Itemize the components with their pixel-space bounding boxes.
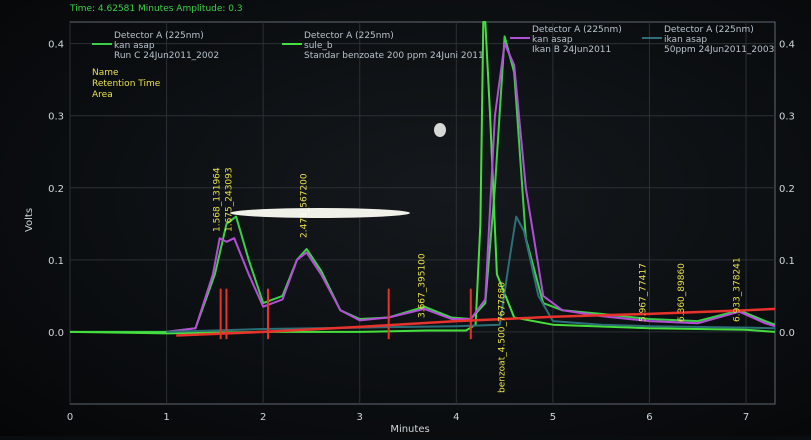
peak-label: 5.967_77417 [639,263,649,322]
info-line: Area [92,90,113,100]
peak-labels: 1.568_131964 1.675_243093 2.479_567200 3.66… [213,167,743,393]
series-line-5 [176,307,776,337]
legend-detector: Detector A (225nm) [664,25,754,35]
peak-label: 6.360_89860 [677,263,687,322]
series-line-4 [166,215,776,333]
grid [69,22,775,404]
y-axis-label: Volts [24,208,35,232]
legend-method: kan asap [532,35,573,45]
x-tick-label: 0 [67,412,73,423]
info-line: Name [92,68,119,78]
legend-file: Run C 24Jun2011_2002 [114,51,219,61]
x-tick-label: 5 [550,412,556,423]
x-tick-label: 4 [453,412,459,423]
legend-file: Ikan B 24Jun2011 [532,45,611,55]
legend-detector: Detector A (225nm) [304,31,394,41]
x-tick-label: 6 [646,412,652,423]
legend-file: 50ppm 24Jun2011_2003 [664,45,774,55]
y-tick-label-left: 0.2 [48,184,64,195]
x-axis-label: Minutes [390,424,429,435]
y-tick-label-left: 0.1 [48,256,64,267]
series-line-2 [69,21,776,335]
y-tick-label-left: 0.4 [48,40,64,51]
status-line: Time: 4.62581 Minutes Amplitude: 0.3 [69,4,243,14]
peak-label: benzoat_4.500_7677680 [498,282,508,393]
peak-label: 6.933_378241 [732,257,742,322]
legend-method: ikan asap [664,35,707,45]
peak-label: 2.479_567200 [300,173,310,238]
legend-method: kan asap [114,41,155,51]
x-tick-label: 2 [260,412,266,423]
y-tick-label-right: 0.0 [779,328,795,339]
y-tick-label-right: 0.3 [779,112,795,123]
x-tick-label: 3 [357,412,363,423]
screen-glare [230,208,410,218]
plot-frame [69,21,776,405]
screen-glare-small [434,123,446,137]
legend-detector: Detector A (225nm) [114,31,204,41]
series-line-1 [70,35,776,333]
peak-label: 1.568_131964 [213,167,223,232]
peak-label: 1.675_243093 [224,167,234,232]
y-tick-label-left: 0.3 [48,112,64,123]
series-group [69,21,776,340]
info-line: Retention Time [92,79,161,89]
y-tick-label-right: 0.1 [779,256,795,267]
legend-file: Standar benzoate 200 ppm 24Juni 2011 [304,51,484,61]
y-tick-label-right: 0.4 [779,40,795,51]
x-tick-label: 7 [743,412,749,423]
peak-label: 3.667_395100 [417,253,427,318]
y-tick-label-left: 0.0 [48,328,64,339]
legend-detector: Detector A (225nm) [532,25,622,35]
x-tick-label: 1 [163,412,169,423]
legend-method: sule_b [304,41,333,51]
axis-ticks: 0 1 2 3 4 5 6 7 0.0 0.0 0.1 0.1 0.2 0.2 0.3 0.3 0.4 0.4 [48,40,795,423]
y-tick-label-right: 0.2 [779,184,795,195]
